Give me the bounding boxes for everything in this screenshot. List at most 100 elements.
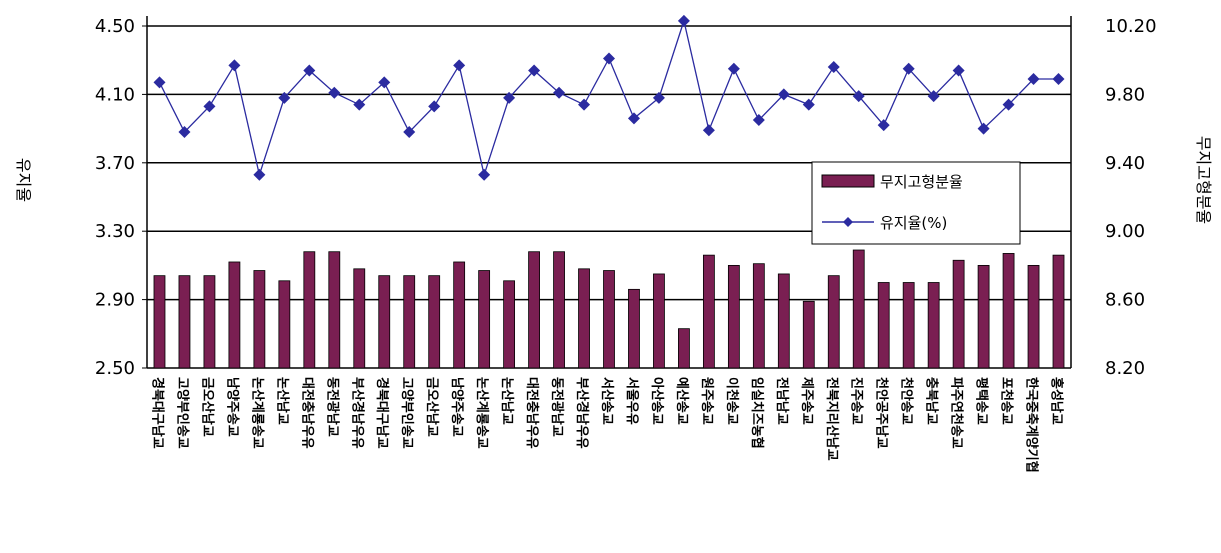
legend-bar-swatch <box>821 174 875 188</box>
bar <box>852 249 865 369</box>
bar <box>378 275 391 369</box>
bar-series <box>153 249 1065 369</box>
line-point <box>877 119 890 132</box>
line-point <box>178 126 191 139</box>
bar <box>777 273 790 369</box>
category-label: 논산남교 <box>274 377 290 425</box>
category-label: 남양주송교 <box>224 377 240 437</box>
line-point <box>378 76 391 89</box>
line-point <box>503 91 516 104</box>
bar <box>752 263 765 369</box>
category-label: 파주연천송교 <box>949 377 964 449</box>
line-point <box>777 88 790 101</box>
category-label: 예산송교 <box>674 377 690 425</box>
line-point <box>403 126 416 139</box>
category-label: 남양주송교 <box>449 377 465 437</box>
category-label: 부산경남우유 <box>574 377 590 449</box>
category-label: 논산계룡송교 <box>474 377 490 449</box>
line-point <box>802 98 815 111</box>
line-point <box>627 112 640 125</box>
right-tick-label: 10.20 <box>1105 16 1157 37</box>
category-label: 서울우유 <box>624 377 640 425</box>
line-point <box>578 98 591 111</box>
line-point <box>1027 73 1040 86</box>
bar <box>303 251 316 369</box>
category-label: 평택송교 <box>974 377 990 425</box>
right-tick-label: 9.40 <box>1105 153 1145 174</box>
bar <box>902 282 915 369</box>
bar <box>1027 264 1040 369</box>
category-label: 천안공주남교 <box>874 377 890 449</box>
category-label: 원주송교 <box>699 377 714 425</box>
left-tick-label: 3.70 <box>95 153 135 174</box>
line-point <box>727 62 740 75</box>
bar <box>278 280 291 369</box>
line-point <box>453 59 466 72</box>
line-point <box>353 98 366 111</box>
bar <box>428 275 441 369</box>
bar <box>528 251 540 369</box>
left-tick-label: 3.30 <box>95 221 135 242</box>
line-point <box>927 90 940 103</box>
category-label: 홍성남교 <box>1049 377 1065 425</box>
bar <box>727 264 740 369</box>
category-label: 고양부인송교 <box>174 377 190 449</box>
legend-bar-label: 무지고형분율 <box>880 173 963 191</box>
left-tick-label: 4.10 <box>95 84 135 105</box>
bar <box>203 275 216 369</box>
category-label: 대전충남우유 <box>524 377 540 449</box>
line-point <box>253 168 266 181</box>
bar <box>977 264 990 369</box>
bar <box>403 275 416 369</box>
category-label: 서산송교 <box>599 377 615 425</box>
bar <box>628 288 640 369</box>
category-labels: 경북대구남교 고양부인송교 금오산남교 남양주송교 논산계룡송교 논산남교 대전충남우유 동전… <box>149 377 1064 473</box>
category-label: 경북대구남교 <box>149 377 165 449</box>
category-label: 전북지리산남교 <box>824 377 840 461</box>
line-point <box>902 62 915 75</box>
right-tick-label: 9.00 <box>1105 221 1145 242</box>
category-label: 금오산남교 <box>424 377 440 437</box>
line-point <box>852 90 865 103</box>
category-label: 임실치즈농협 <box>749 377 765 449</box>
category-label: 동전광남교 <box>549 377 565 437</box>
right-axis-ticks: 10.20 9.80 9.40 9.00 8.60 8.20 <box>1105 16 1157 379</box>
bar <box>1052 254 1065 369</box>
bar <box>877 282 890 369</box>
category-label: 논산계룡송교 <box>249 377 265 449</box>
left-tick-label: 2.50 <box>95 358 135 379</box>
left-tick-label: 4.50 <box>95 16 135 37</box>
category-label: 경북대구남교 <box>374 377 390 449</box>
series-line <box>158 18 1059 178</box>
bar <box>927 282 940 369</box>
category-label: 아산송교 <box>649 377 665 425</box>
line-point <box>428 100 441 113</box>
bar <box>228 261 241 369</box>
category-label: 대전충남우유 <box>299 377 315 449</box>
category-label: 충북남교 <box>924 377 940 425</box>
line-point <box>1052 73 1065 86</box>
line-point <box>677 14 690 27</box>
bar <box>702 254 715 369</box>
category-label: 부산경남우유 <box>349 377 365 449</box>
right-tick-label: 8.60 <box>1105 290 1145 311</box>
category-label: 고양부인송교 <box>399 377 415 449</box>
line-point <box>203 100 216 113</box>
line-series <box>153 14 1065 181</box>
line-point <box>827 61 840 74</box>
category-label: 금오산남교 <box>199 377 215 437</box>
legend-line-label: 유지율(%) <box>880 214 947 232</box>
left-axis-ticks: 4.50 4.10 3.70 3.30 2.90 2.50 <box>95 16 135 379</box>
line-point <box>553 86 566 99</box>
line-point <box>952 64 965 77</box>
bar <box>353 268 366 369</box>
category-label: 이천송교 <box>724 377 740 425</box>
right-axis-title: 무지고형분율 <box>1194 136 1213 224</box>
line-point <box>652 91 665 104</box>
legend: 무지고형분율 유지율(%) <box>811 161 1021 245</box>
bar <box>328 251 341 369</box>
category-label: 한국중축계양기협 <box>1024 377 1040 473</box>
category-label: 포천송교 <box>999 377 1014 425</box>
category-label: 논산남교 <box>499 377 515 425</box>
line-point <box>328 86 341 99</box>
